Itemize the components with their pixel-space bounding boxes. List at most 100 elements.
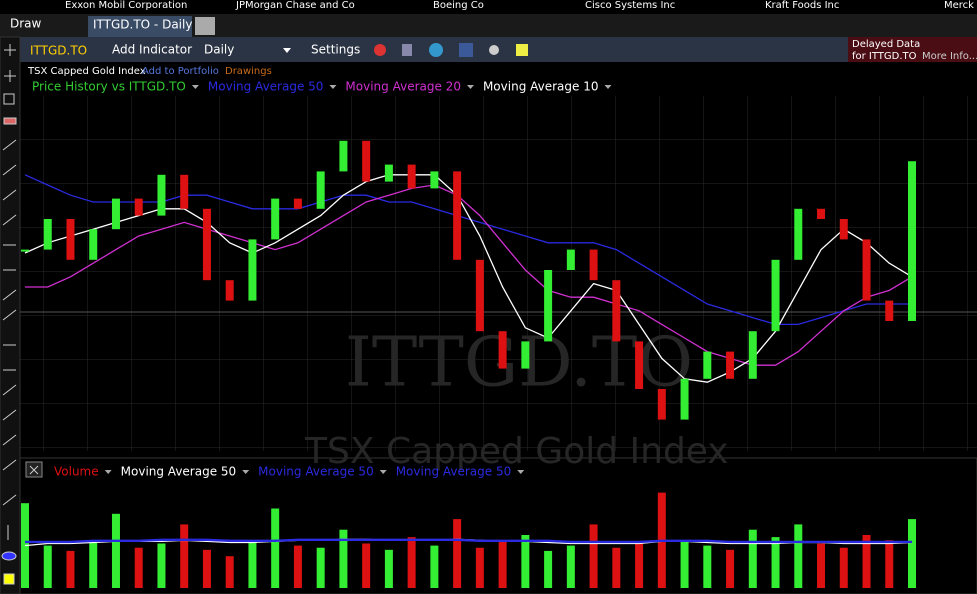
legend-entry: Moving Average 50	[121, 465, 237, 479]
legend-arrow	[242, 470, 250, 474]
volume-bar	[111, 513, 120, 588]
volume-bar	[885, 540, 894, 588]
candle	[407, 164, 416, 189]
candle	[384, 164, 393, 182]
dropdown-arrow	[283, 48, 291, 53]
ticker[interactable]: Exxon Mobil Corporation	[65, 0, 187, 11]
volume-bar	[202, 549, 211, 588]
moving-average	[25, 184, 913, 366]
ticker[interactable]: Boeing Co	[433, 0, 484, 11]
volume-bar	[908, 519, 916, 588]
new-tab-button[interactable]	[195, 17, 215, 35]
ticker-strip	[0, 0, 977, 14]
candle	[453, 171, 462, 260]
tab-title[interactable]: ITTGD.TO - Daily	[93, 18, 192, 32]
volume-bar	[794, 524, 803, 588]
moving-average	[24, 174, 912, 326]
candle	[521, 341, 530, 369]
candle	[248, 239, 257, 301]
candle	[202, 208, 211, 281]
period[interactable]: Daily	[204, 43, 234, 57]
volume-bar	[544, 550, 553, 588]
candle	[544, 270, 553, 342]
volume-bar	[362, 543, 371, 588]
settings[interactable]: Settings	[311, 43, 360, 57]
symbol[interactable]: ITTGD.TO	[30, 44, 87, 58]
delayed-for: for ITTGD.TO	[852, 51, 917, 62]
add-indicator[interactable]: Add Indicator	[112, 43, 192, 57]
ticker[interactable]: Kraft Foods Inc	[765, 0, 839, 11]
more-info[interactable]: More Info...	[922, 51, 977, 62]
close-icon	[29, 465, 39, 475]
legend-entry: Moving Average 50	[258, 465, 374, 479]
left-toolbar	[0, 36, 21, 594]
volume-bar	[839, 547, 848, 588]
volume-bar	[430, 545, 439, 588]
volume-bar	[453, 519, 462, 588]
ticker[interactable]: Cisco Systems Inc	[585, 0, 675, 11]
candle	[726, 351, 735, 379]
toolbar	[0, 37, 977, 62]
volume-bar	[498, 541, 507, 588]
legend-arrow	[379, 470, 387, 474]
candle	[111, 198, 120, 230]
delayed-data: Delayed Data	[852, 39, 920, 50]
legend-entry: Moving Average 50	[396, 465, 512, 479]
price-grid	[20, 96, 977, 451]
candle	[430, 171, 439, 189]
candle	[794, 208, 803, 260]
volume-bar	[157, 543, 166, 588]
candle	[316, 171, 325, 209]
candle	[271, 198, 280, 240]
add-to-portfolio[interactable]: Add to Portfolio	[142, 66, 219, 77]
candle	[475, 259, 484, 332]
volume-bar	[817, 543, 826, 588]
candle	[817, 208, 826, 219]
volume-bar	[225, 556, 234, 588]
volume-bar	[635, 543, 644, 588]
moving-average	[24, 174, 913, 383]
volume-bar	[293, 545, 302, 588]
candle	[748, 331, 757, 379]
candle	[339, 140, 348, 172]
volume-bar	[521, 535, 530, 588]
volume-bar	[748, 529, 757, 588]
candle	[498, 331, 507, 369]
legend-entry: Moving Average 20	[345, 80, 461, 94]
volume-bar	[66, 550, 75, 588]
candle	[566, 249, 575, 270]
volume-bar	[475, 547, 484, 588]
watermark-symbol: ITTGD.TO	[345, 324, 693, 403]
volume-bar	[384, 549, 393, 588]
volume-bar	[271, 508, 280, 588]
active-tab[interactable]	[88, 16, 192, 37]
candle	[612, 280, 621, 342]
volume-bar	[407, 537, 416, 588]
volume-bar	[726, 549, 735, 588]
volume-bar	[248, 541, 257, 588]
candle	[21, 249, 29, 252]
candle	[635, 341, 644, 389]
header-area	[20, 62, 977, 96]
candle	[908, 161, 916, 321]
tool-icons	[1, 44, 17, 585]
candle	[293, 198, 302, 209]
draw-menu[interactable]: Draw	[10, 17, 42, 31]
candle	[66, 219, 75, 260]
legend-entry: Moving Average 10	[483, 80, 599, 94]
moving-average	[25, 539, 912, 544]
legend-arrow	[191, 85, 199, 89]
candle	[43, 219, 52, 250]
ticker[interactable]: Merck	[944, 0, 974, 11]
tab-row	[0, 14, 977, 37]
volume-bar	[612, 547, 621, 588]
legend-arrow	[604, 85, 612, 89]
candle	[839, 219, 848, 240]
drawings[interactable]: Drawings	[225, 66, 272, 77]
volume-bar	[89, 540, 98, 588]
ticker[interactable]: JPMorgan Chase and Co	[235, 0, 355, 11]
legend-arrow	[329, 85, 337, 89]
legend-entry: Moving Average 50	[208, 80, 324, 94]
volume-bar	[180, 524, 189, 588]
